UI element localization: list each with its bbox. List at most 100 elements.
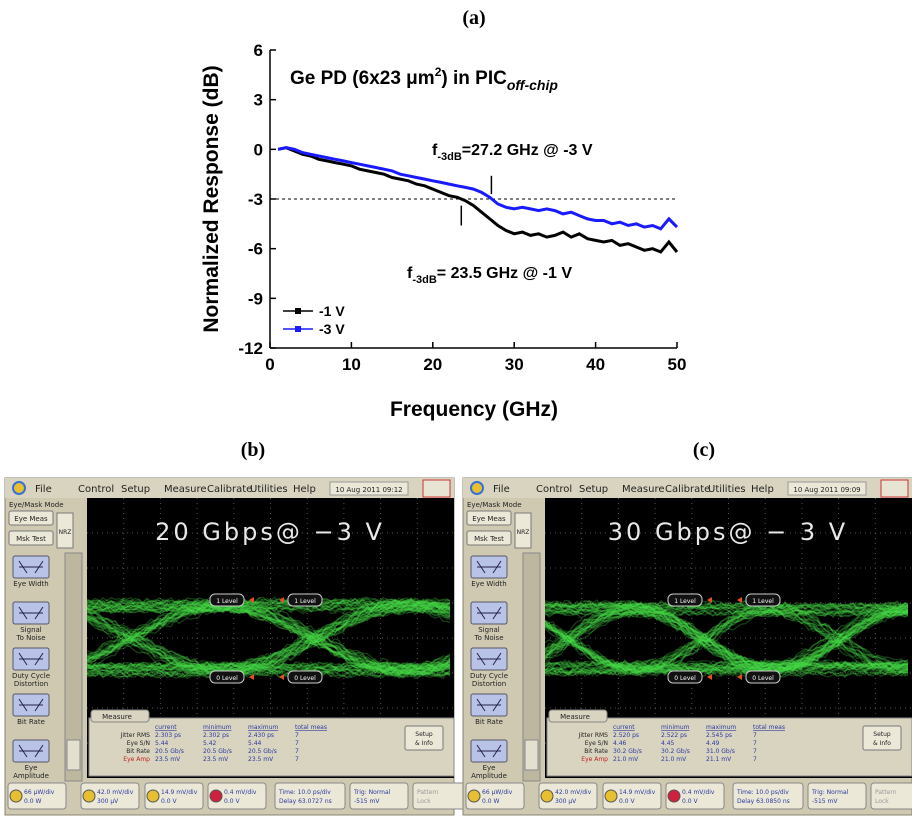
scope-text: 42.0 mV/div [555,789,592,796]
scope-text: 7 [753,740,757,747]
scope-text: Calibrate [207,484,252,495]
scope-text: 300 μV [555,798,577,805]
scope-text: Setup [873,731,891,738]
scope-text: Eye Amp [123,756,150,763]
scope-icon [423,480,450,497]
scope-text: Eye [483,764,496,772]
scope-text: 0 Level [294,675,316,682]
scope-text: Eye Meas [472,515,506,523]
scope-text: Pattern [417,789,439,796]
scope-text: 1 Level [752,598,774,605]
scope-text: -515 mV [354,798,380,805]
scope-text: Eye/Mask Mode [9,501,64,509]
title-part: μm [406,68,435,89]
scope-text: 4.46 [613,740,627,747]
y-tick-label: 3 [254,91,263,110]
scope-text: 66 μW/div [24,789,55,796]
x-tick-label: 0 [265,355,274,374]
x-tick-label: 50 [668,355,687,374]
scope-text: 66 μW/div [482,789,513,796]
annotation-sub: -3dB [437,151,462,163]
scope-text: Measure [560,713,590,721]
scope-text: 14.9 mV/div [161,789,198,796]
scope-text: File [493,484,510,495]
scope-text: Measure [164,484,207,495]
annotation-part: = 23.5 GHz @ -1 V [437,265,573,282]
scope-text: 0.4 mV/div [224,789,257,796]
scope-text: 7 [753,732,757,739]
x-tick-label: 30 [505,355,524,374]
scope-text: 300 μV [97,798,119,805]
scope-text: Bit Rate [475,718,503,726]
scope-text: current [155,724,177,731]
scope-text: 10 Aug 2011 09:12 [335,486,402,494]
status-box [733,783,803,809]
x-tick-label: 40 [586,355,605,374]
scope-text: Delay 63.0727 ns [279,798,332,805]
scope-text: total meas [295,724,327,731]
scope-text: -515 mV [812,798,838,805]
x-tick-label: 20 [423,355,442,374]
scope-text: Setup [579,484,608,495]
scope-text: 1 Level [294,598,316,605]
channel-icon [10,790,22,802]
scope-text: Jitter RMS [120,732,151,739]
scope-text: Time: 10.0 ps/div [736,789,789,796]
status-box [871,783,912,809]
scope-text: Distortion [14,680,48,688]
channel-icon [147,790,159,802]
scope-text: Utilities [708,484,746,495]
scope-text: Eye Meas [14,515,48,523]
scroll-thumb [67,740,80,770]
scope-text: Time: 10.0 ps/div [278,789,331,796]
scope-text: Measure [622,484,665,495]
scope-text: 5.44 [248,740,262,747]
scope-text: Eye Width [471,580,506,588]
scope-text: Amplitude [471,772,507,780]
scope-text: Eye S/N [585,740,608,747]
scope-text: 21.0 mV [661,756,687,763]
annotation-part: =27.2 GHz @ -3 V [462,142,593,159]
scope-text: Help [751,484,774,495]
scope-text: NRZ [59,529,72,536]
channel-icon [668,790,680,802]
data-line [278,148,677,252]
scope-text: Eye/Mask Mode [467,501,522,509]
scope-text: & Info [415,740,433,747]
scope-text: 0.0 V [161,798,177,805]
scope-screen: FileControlSetupMeasureCalibrateUtilitie… [5,478,471,815]
annotation-sub: -3dB [412,274,437,286]
scope-text: minimum [661,724,690,731]
scope-text: maximum [706,724,736,731]
channel-icon [605,790,617,802]
scope-text: 5.44 [155,740,169,747]
y-tick-label: -12 [238,339,263,358]
scope-text: Bit Rate [584,748,608,755]
figure: (a) (b) (c) Ge PD (6x23 μm2) in PICoff-c… [0,0,912,819]
scope-text: Eye Width [13,580,48,588]
scope-text: 14.9 mV/div [619,789,656,796]
scope-text: 0.0 V [619,798,635,805]
x-axis-title: Frequency (GHz) [390,398,558,421]
scope-text: Distortion [472,680,506,688]
scope-text: 1 Level [674,598,696,605]
y-tick-label: -3 [248,190,263,209]
scope-text: 21.0 mV [613,756,639,763]
scope-screen: FileControlSetupMeasureCalibrateUtilitie… [463,478,912,815]
scope-text: Bit Rate [126,748,150,755]
scope-text: 7 [753,748,757,755]
scope-text: Measure [102,713,132,721]
scope-text: 10 Aug 2011 09:09 [793,486,860,494]
scope-text: Bit Rate [17,718,45,726]
scope-text: 0.4 mV/div [682,789,715,796]
scope-text: Duty Cycle [470,672,508,680]
scope-text: 0 Level [674,675,696,682]
scope-text: 2.545 ps [706,732,732,739]
scope-text: 42.0 mV/div [97,789,134,796]
scope-text: Jitter RMS [578,732,609,739]
y-axis-title: Normalized Response (dB) [200,65,223,332]
scope-text: & Info [873,740,891,747]
scope-text: 0.0 W [24,798,41,805]
annotation: f-3dB= 23.5 GHz @ -1 V [407,265,572,286]
scope-text: 2.522 ps [661,732,687,739]
